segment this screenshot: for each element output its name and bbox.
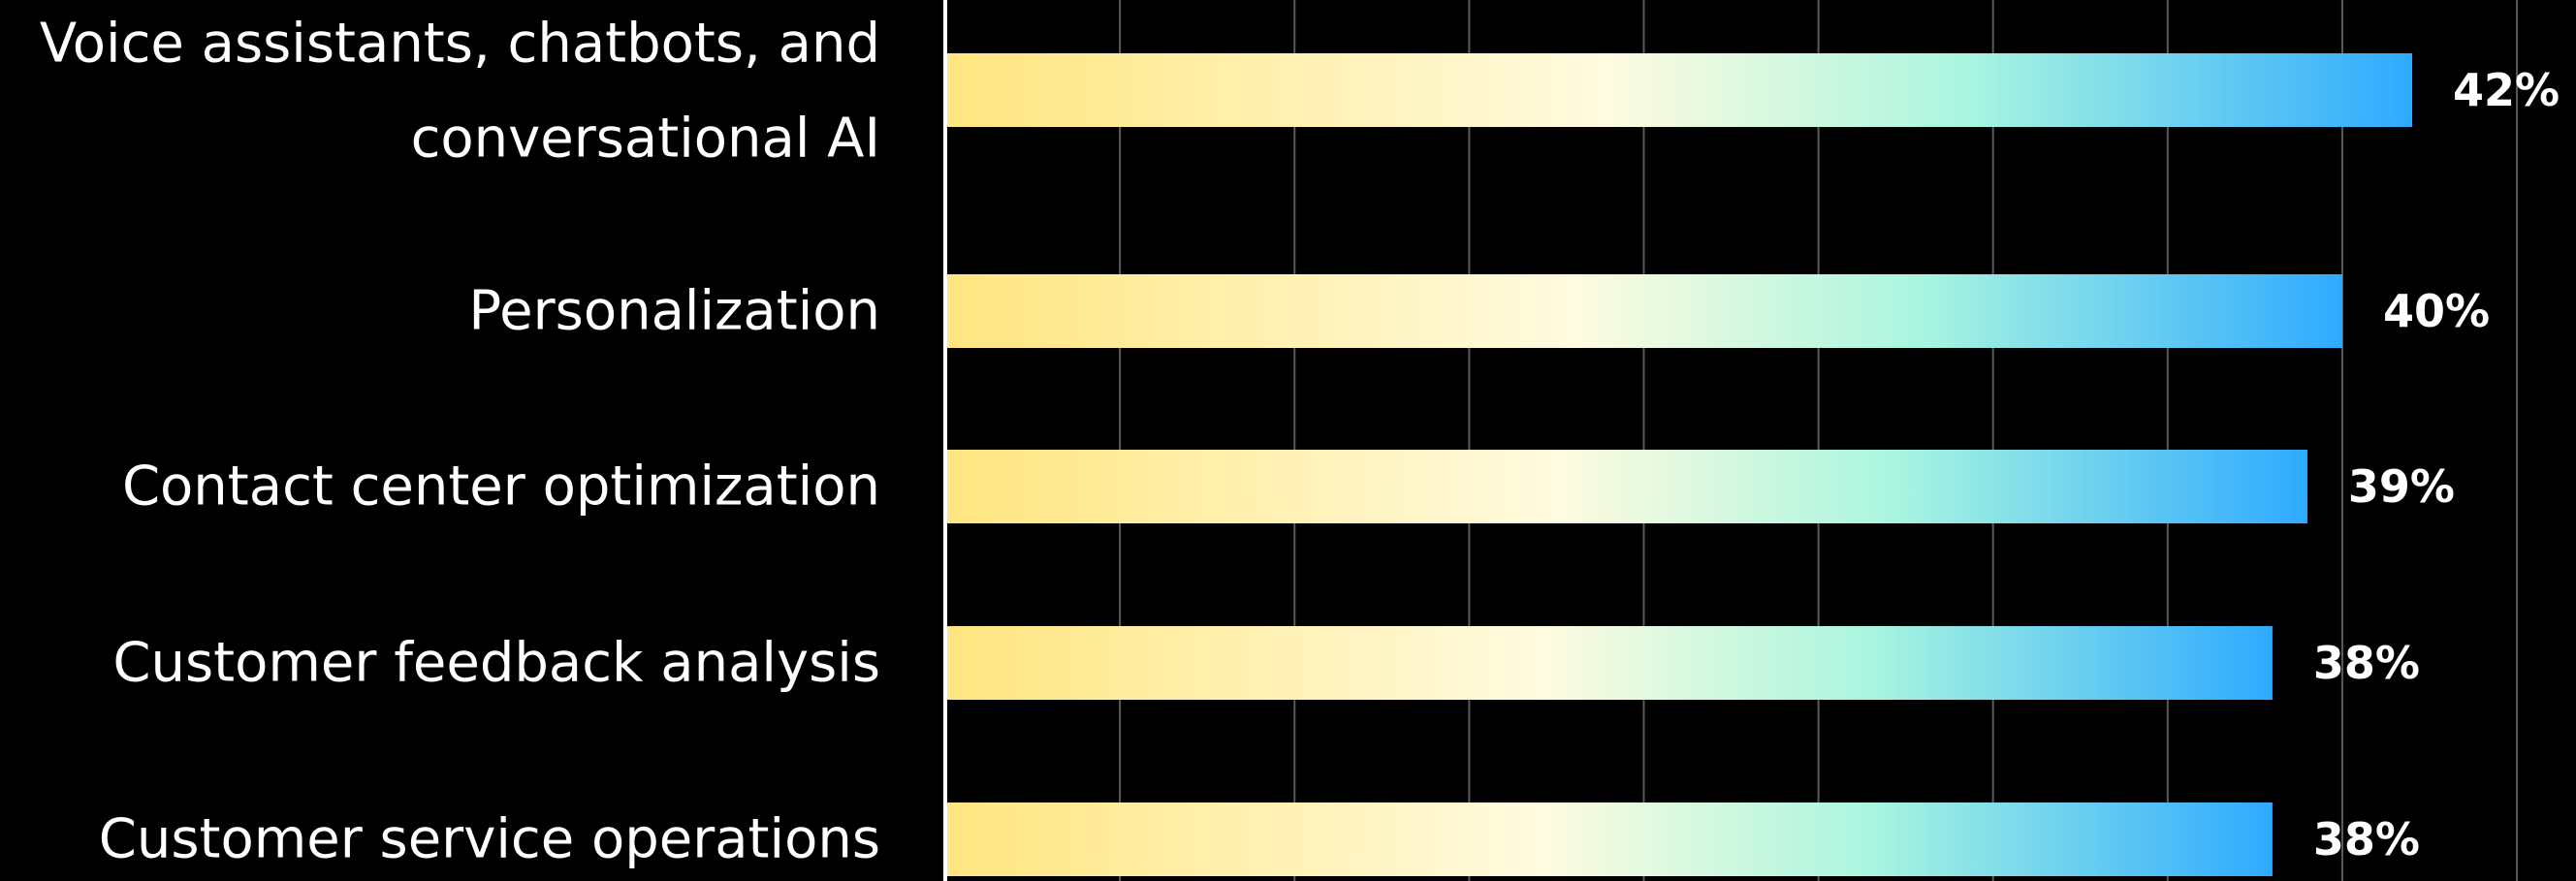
category-label-3-line-0: Customer feedback analysis: [112, 632, 880, 695]
value-label-2: 39%: [2348, 460, 2455, 513]
bar-4: [945, 802, 2273, 876]
value-label-1: 40%: [2383, 285, 2490, 337]
category-labels: Voice assistants, chatbots, and conversat…: [40, 13, 880, 871]
bar-3: [945, 626, 2273, 700]
gridlines: [1119, 0, 2519, 881]
category-label-0-line-0: Voice assistants, chatbots, and: [40, 13, 880, 76]
value-label-0: 42%: [2453, 64, 2560, 116]
value-label-4: 38%: [2313, 813, 2420, 865]
category-label-2-line-0: Contact center optimization: [122, 456, 880, 519]
bar-1: [945, 274, 2342, 348]
bars: [945, 53, 2412, 876]
value-label-3: 38%: [2313, 637, 2420, 689]
bar-0: [945, 53, 2412, 127]
category-label-4-line-0: Customer service operations: [99, 808, 880, 871]
bar-2: [945, 450, 2307, 523]
value-labels: 42% 40% 39% 38% 38%: [2313, 64, 2560, 865]
category-label-0-line-1: conversational AI: [411, 108, 880, 171]
category-label-1-line-0: Personalization: [468, 280, 880, 343]
